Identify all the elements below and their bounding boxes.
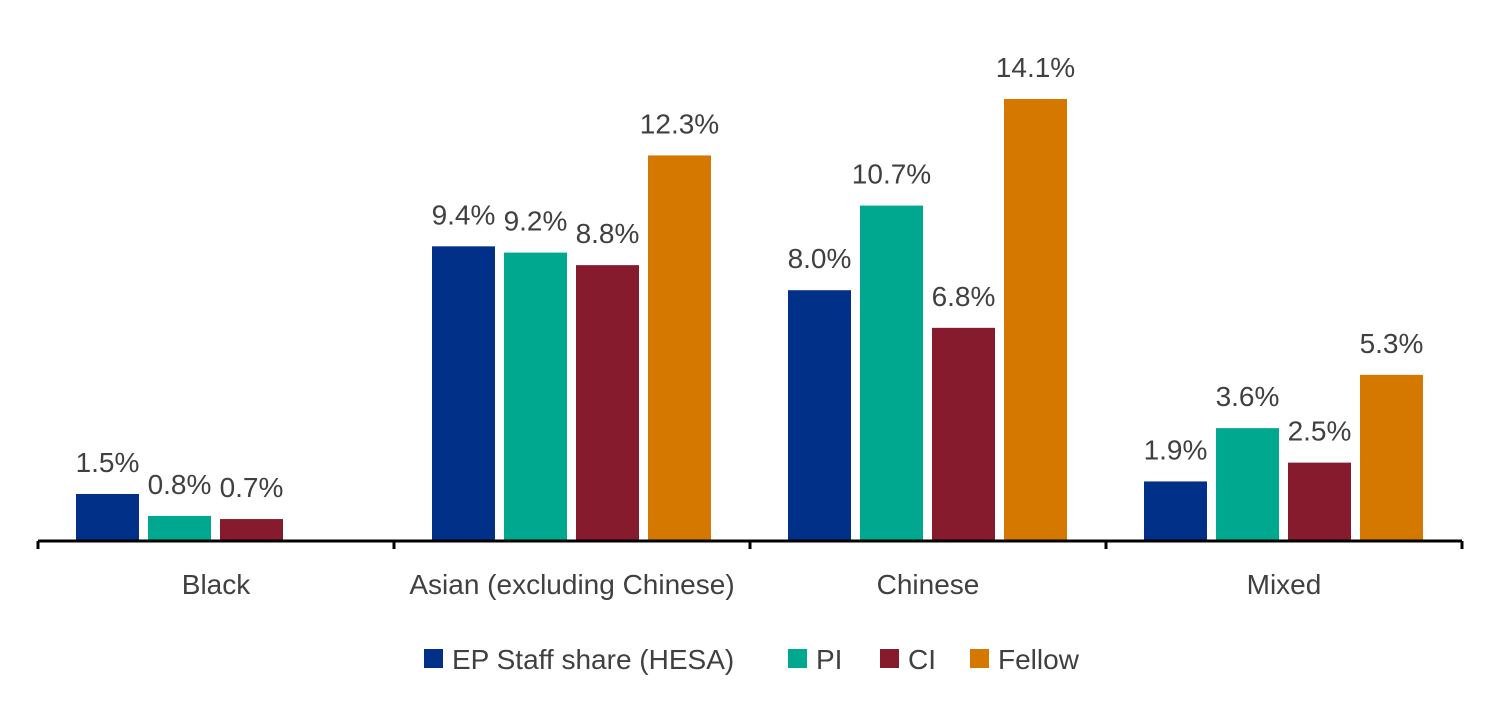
bar-ci-mixed	[1288, 462, 1351, 541]
legend-label-fellow: Fellow	[998, 644, 1080, 675]
bar-fellow-mixed	[1360, 374, 1423, 541]
data-label-fellow-chinese: 14.1%	[996, 52, 1075, 83]
data-labels-layer: 1.5% 0.8% 0.7% 9.4% 9.2% 8.8% 12.3% 8.0% 10.7% 6.…	[76, 52, 1424, 503]
bar-pi-chinese	[860, 205, 923, 542]
data-label-pi-asian-excluding-chinese: 9.2%	[504, 206, 568, 237]
data-label-ci-mixed: 2.5%	[1288, 416, 1352, 447]
legend-swatch-ep-staff-share-hesa	[424, 649, 443, 668]
bar-ci-chinese	[932, 327, 995, 541]
category-label-chinese: Chinese	[877, 569, 980, 600]
legend-swatch-ci	[880, 649, 899, 668]
data-label-pi-black: 0.8%	[148, 469, 212, 500]
bar-pi-asian-excluding-chinese	[504, 252, 567, 541]
data-label-ep-staff-share-hesa-chinese: 8.0%	[788, 243, 852, 274]
bars-layer	[76, 99, 1423, 542]
bar-pi-mixed	[1216, 428, 1279, 541]
data-label-pi-mixed: 3.6%	[1216, 381, 1280, 412]
bar-ci-asian-excluding-chinese	[576, 265, 639, 541]
data-label-ci-black: 0.7%	[220, 472, 284, 503]
data-label-ep-staff-share-hesa-asian-excluding-chinese: 9.4%	[432, 199, 496, 230]
bar-ci-black	[220, 519, 283, 541]
data-label-ci-chinese: 6.8%	[932, 281, 996, 312]
legend-swatch-fellow	[970, 649, 989, 668]
bar-ep-staff-share-hesa-asian-excluding-chinese	[432, 246, 495, 542]
category-label-asian-excluding-chinese: Asian (excluding Chinese)	[409, 569, 734, 600]
bar-fellow-asian-excluding-chinese	[648, 155, 711, 541]
legend-label-pi: PI	[816, 644, 842, 675]
x-axis	[36, 539, 1464, 549]
data-label-ep-staff-share-hesa-black: 1.5%	[76, 447, 140, 478]
bar-pi-black	[148, 515, 211, 541]
category-label-mixed: Mixed	[1247, 569, 1322, 600]
data-label-ci-asian-excluding-chinese: 8.8%	[576, 218, 640, 249]
data-label-ep-staff-share-hesa-mixed: 1.9%	[1144, 434, 1208, 465]
bar-ep-staff-share-hesa-black	[76, 493, 139, 541]
legend-label-ci: CI	[908, 644, 936, 675]
bar-fellow-chinese	[1004, 99, 1067, 541]
legend-label-ep-staff-share-hesa: EP Staff share (HESA)	[452, 644, 734, 675]
data-label-pi-chinese: 10.7%	[852, 159, 931, 190]
bar-ep-staff-share-hesa-chinese	[788, 290, 851, 541]
legend: EP Staff share (HESA) PI CI Fellow	[424, 644, 1080, 675]
legend-swatch-pi	[788, 649, 807, 668]
bar-ep-staff-share-hesa-mixed	[1144, 481, 1207, 541]
data-label-fellow-mixed: 5.3%	[1360, 328, 1424, 359]
category-label-black: Black	[182, 569, 251, 600]
category-labels: Black Asian (excluding Chinese) Chinese Mix…	[182, 569, 1322, 600]
data-label-fellow-asian-excluding-chinese: 12.3%	[640, 108, 719, 139]
